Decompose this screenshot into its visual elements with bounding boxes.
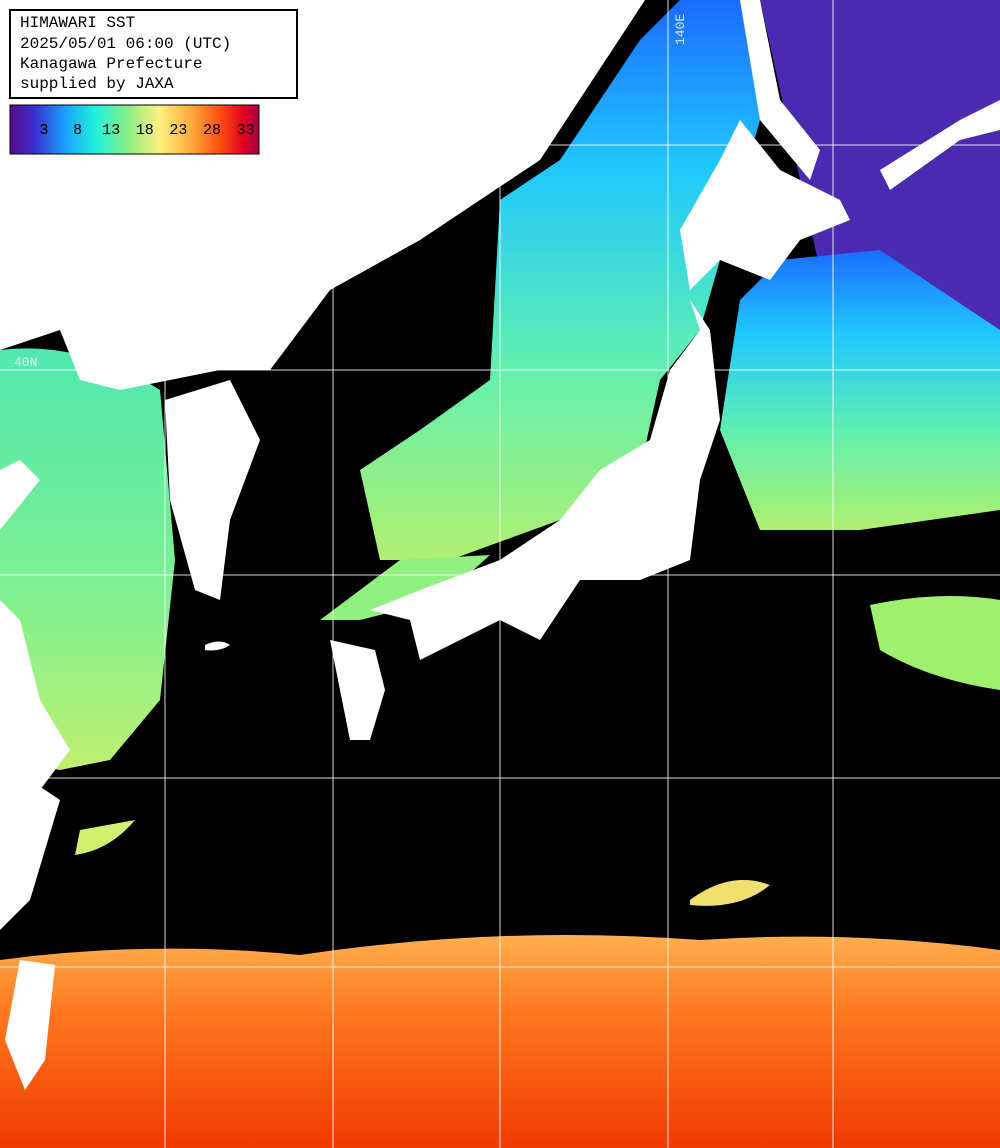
colorbar-label: 28 xyxy=(203,122,221,139)
longitude-label: 140E xyxy=(673,14,688,45)
colorbar-label: 8 xyxy=(73,122,82,139)
colorbar-label: 3 xyxy=(39,122,48,139)
colorbar: 3 8 13 18 23 28 33 xyxy=(9,104,260,155)
colorbar-label: 18 xyxy=(136,122,154,139)
header-line: Kanagawa Prefecture xyxy=(20,55,202,73)
header-line: 2025/05/01 06:00 (UTC) xyxy=(20,35,231,53)
colorbar-label: 23 xyxy=(169,122,187,139)
colorbar-label: 33 xyxy=(237,122,255,139)
colorbar-label: 13 xyxy=(102,122,120,139)
header-box: HIMAWARI SST 2025/05/01 06:00 (UTC) Kana… xyxy=(9,9,298,99)
header-line: HIMAWARI SST xyxy=(20,14,135,32)
latitude-label: 40N xyxy=(14,355,37,370)
header-line: supplied by JAXA xyxy=(20,75,174,93)
